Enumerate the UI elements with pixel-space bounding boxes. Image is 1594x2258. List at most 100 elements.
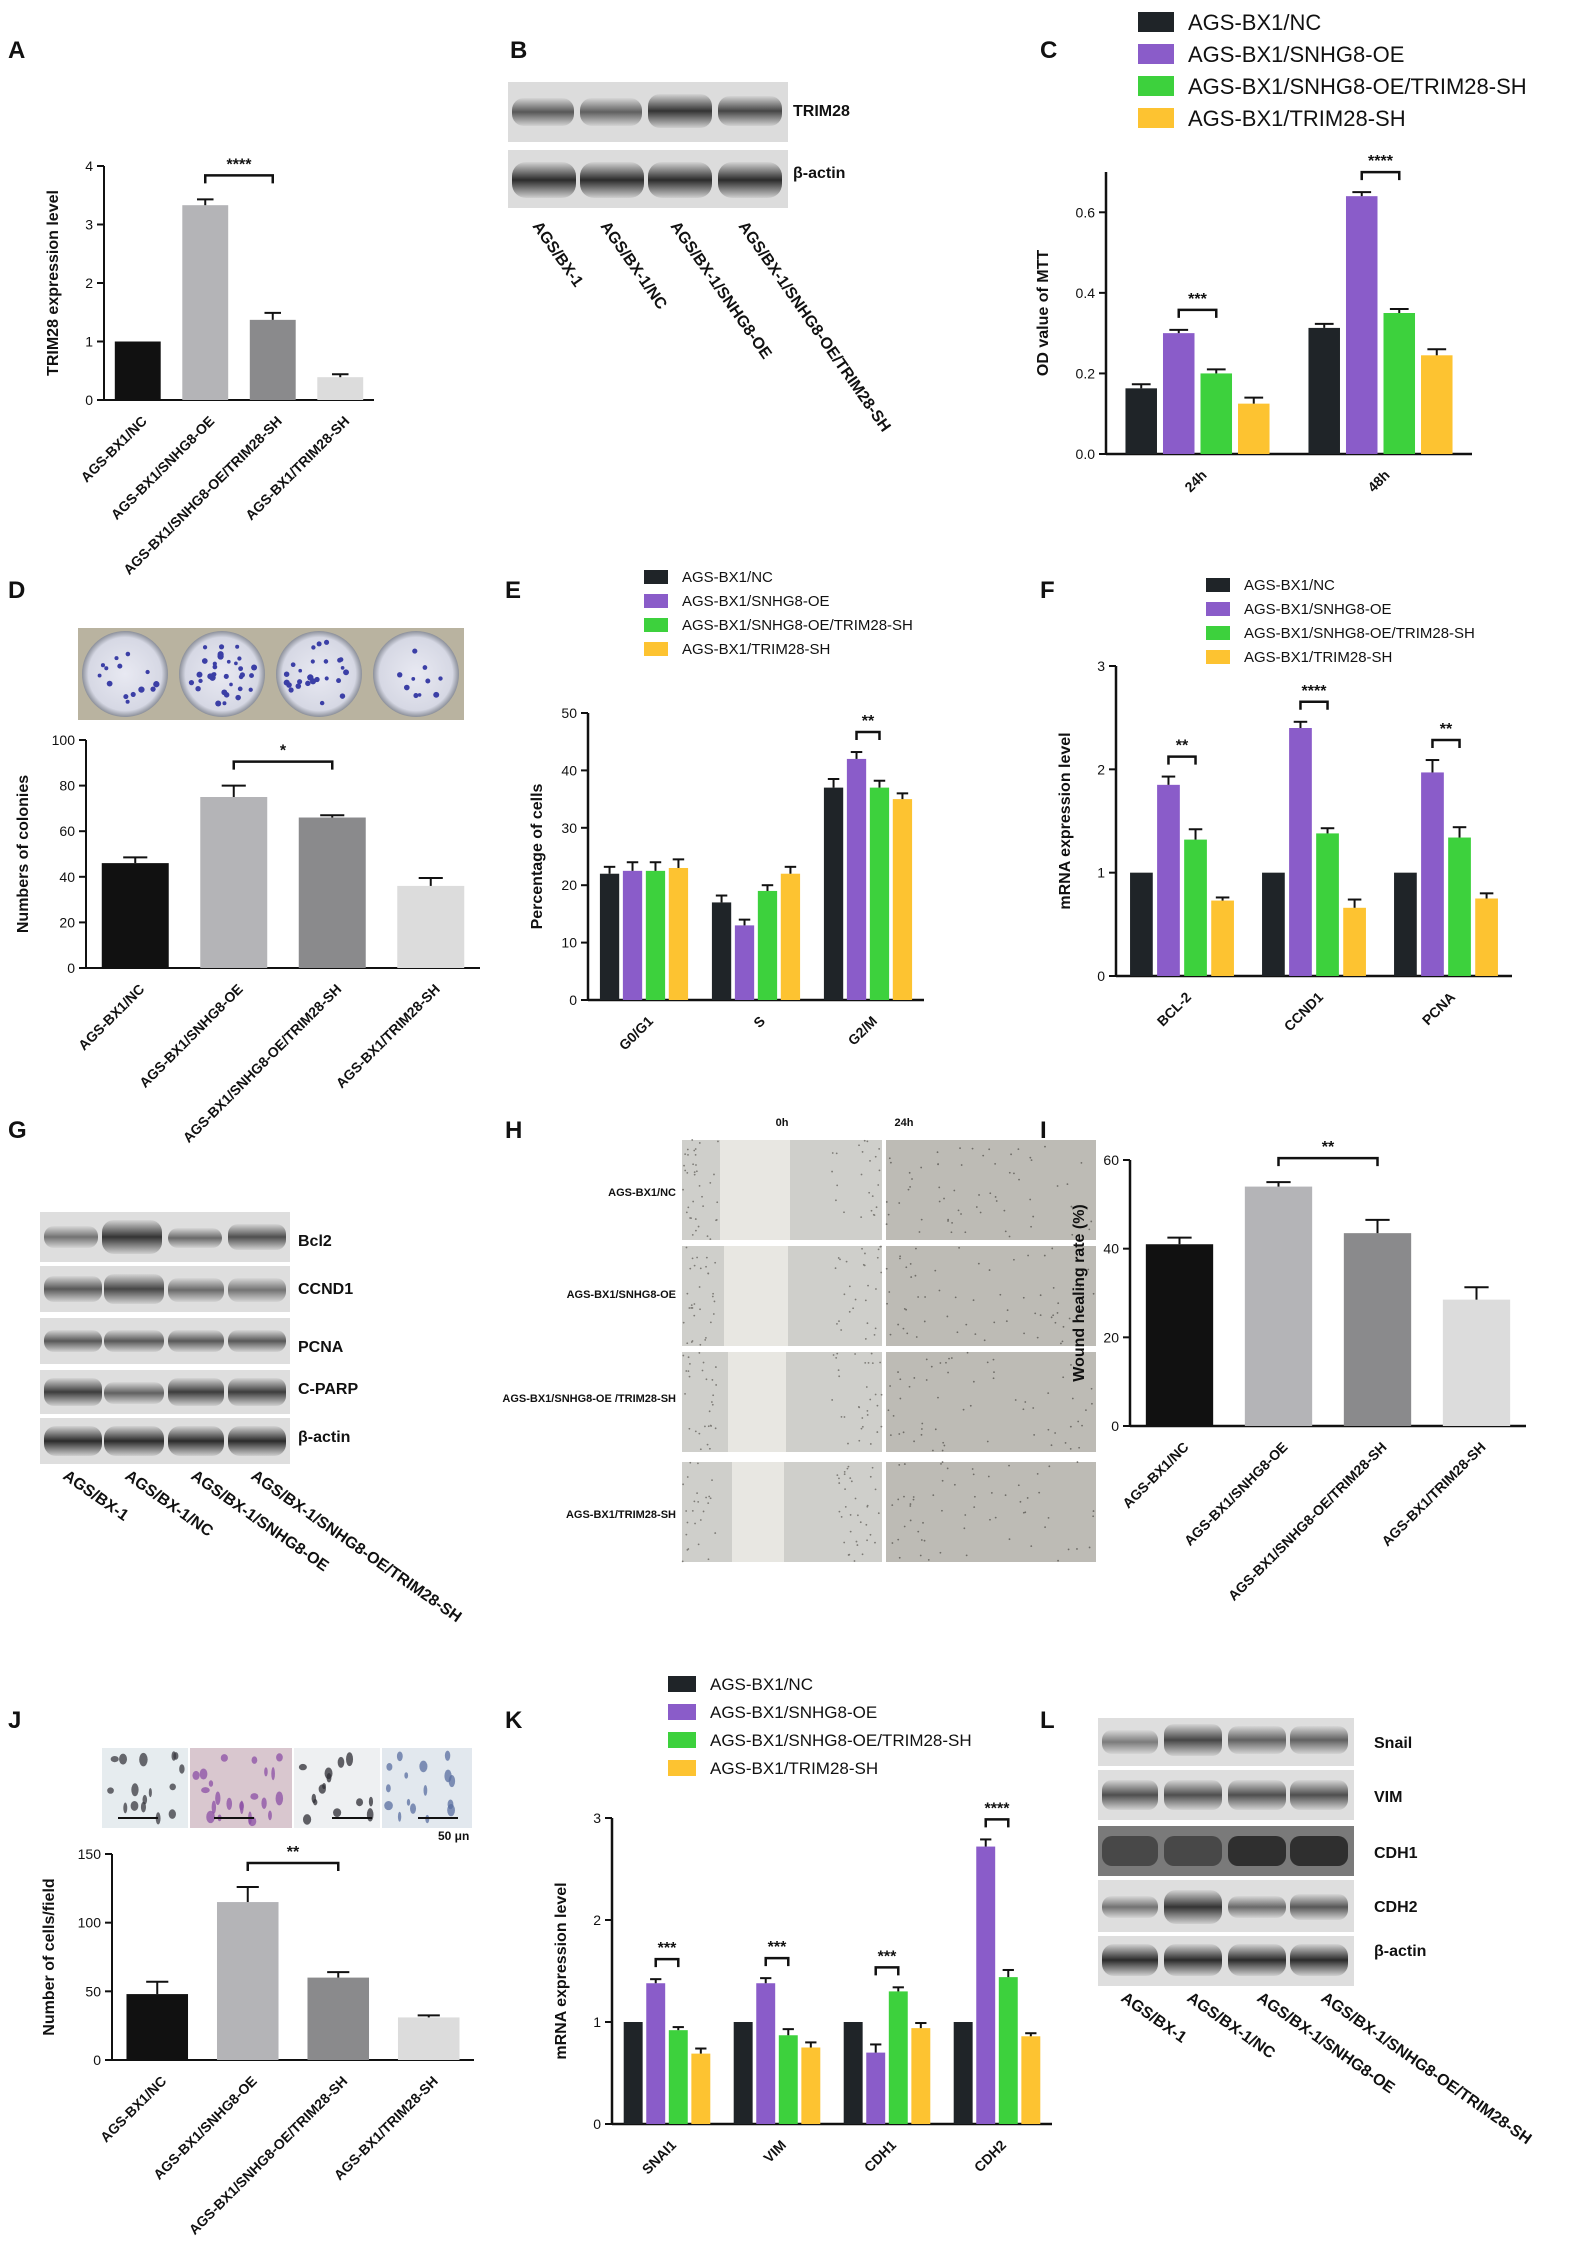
colony xyxy=(413,693,419,699)
cell-speck xyxy=(920,1428,923,1430)
bar xyxy=(1200,373,1233,454)
cell-speck xyxy=(965,1323,968,1326)
cell-speck xyxy=(686,1476,689,1478)
bar xyxy=(646,1983,666,2124)
colony xyxy=(338,657,344,662)
cell-speck xyxy=(975,1206,978,1208)
cell-speck xyxy=(840,1415,843,1418)
cell-speck xyxy=(698,1184,701,1187)
cell-speck xyxy=(837,1369,840,1371)
cell-speck xyxy=(1051,1247,1054,1250)
band xyxy=(44,1378,102,1406)
cell-speck xyxy=(1081,1424,1083,1427)
cell-speck xyxy=(707,1425,710,1428)
colony xyxy=(123,694,129,700)
cell-speck xyxy=(950,1357,953,1359)
cell-speck xyxy=(875,1288,877,1290)
cell-speck xyxy=(702,1361,705,1364)
colony xyxy=(222,701,227,706)
colony xyxy=(221,689,228,696)
band xyxy=(104,1274,164,1304)
cell-speck xyxy=(898,1433,901,1435)
cell-speck xyxy=(1088,1546,1091,1549)
legend-swatch xyxy=(668,1676,696,1692)
cell-speck xyxy=(941,1449,944,1452)
cell-speck xyxy=(897,1538,900,1541)
cell-speck xyxy=(888,1291,891,1293)
cell-speck xyxy=(689,1217,691,1219)
colony xyxy=(196,671,203,678)
cell-speck xyxy=(854,1497,857,1500)
blot-l: Snail VIM CDH1 CDH2 β-actin AGS/BX-1 AGS… xyxy=(1098,1718,1534,2148)
significance-bracket xyxy=(204,174,274,184)
bar xyxy=(397,885,465,968)
colony xyxy=(397,672,403,678)
cell-speck xyxy=(934,1269,937,1272)
cell-speck xyxy=(864,1361,867,1364)
cell-speck xyxy=(705,1378,708,1381)
cell-speck xyxy=(1038,1491,1041,1494)
cell-speck xyxy=(920,1218,923,1221)
cell-speck xyxy=(860,1427,863,1430)
cell-speck xyxy=(686,1342,689,1345)
significance-bracket xyxy=(1360,170,1401,181)
cell-speck xyxy=(867,1361,870,1364)
cell-speck xyxy=(1022,1296,1025,1299)
cell-speck xyxy=(1069,1447,1072,1450)
cell-speck xyxy=(878,1148,881,1150)
cell-speck xyxy=(903,1307,906,1310)
colony xyxy=(211,672,216,677)
y-tick-label: 0 xyxy=(1097,968,1105,984)
cell-speck xyxy=(688,1375,691,1378)
band xyxy=(580,162,644,198)
cell-speck xyxy=(897,1498,900,1501)
plate xyxy=(373,631,459,717)
band xyxy=(1164,1944,1222,1976)
cell-speck xyxy=(1069,1425,1072,1428)
legend-swatch xyxy=(1138,76,1174,96)
cell-speck xyxy=(880,1271,883,1274)
cell-speck xyxy=(1088,1228,1091,1231)
y-tick-label: 100 xyxy=(78,1915,102,1931)
cell-speck xyxy=(871,1362,874,1364)
cell-speck xyxy=(858,1144,860,1147)
bar xyxy=(1125,388,1157,454)
cell-speck xyxy=(714,1427,717,1430)
cell-speck xyxy=(831,1399,834,1401)
cell-speck xyxy=(843,1416,846,1418)
bar xyxy=(1394,872,1417,976)
cell-speck xyxy=(702,1510,705,1513)
cell-speck xyxy=(1017,1148,1020,1151)
y-tick-label: 20 xyxy=(561,877,577,893)
cell-speck xyxy=(877,1184,880,1186)
significance-label: *** xyxy=(768,1939,787,1956)
significance-bracket xyxy=(1167,755,1197,765)
cell-speck xyxy=(994,1196,997,1198)
band xyxy=(1228,1726,1286,1754)
colony xyxy=(438,676,443,681)
cell-speck xyxy=(1057,1559,1059,1562)
cell-speck xyxy=(1056,1312,1059,1314)
cell-speck xyxy=(986,1361,989,1364)
cell-speck xyxy=(1052,1286,1055,1289)
cell-speck xyxy=(869,1475,872,1478)
cell-speck xyxy=(1064,1442,1067,1444)
cell-speck xyxy=(843,1211,845,1214)
colony xyxy=(237,686,243,692)
panel-label-k: K xyxy=(505,1707,523,1734)
legend-swatch xyxy=(1138,108,1174,128)
cell-speck xyxy=(1018,1178,1020,1181)
cell-speck xyxy=(693,1500,696,1503)
cell xyxy=(396,1751,403,1762)
cell-speck xyxy=(849,1477,852,1480)
cell-speck xyxy=(843,1293,846,1296)
bar xyxy=(711,902,732,1000)
chart-k: 0 1 2 3 mRNA expression level SNAI1 VIM CDH1 CDH… xyxy=(553,1675,1052,2177)
cell-speck xyxy=(1050,1316,1053,1319)
panel-label-g: G xyxy=(8,1117,27,1144)
colony xyxy=(307,674,314,681)
cell-speck xyxy=(910,1276,913,1278)
cell-speck xyxy=(1070,1364,1072,1366)
cell-speck xyxy=(958,1246,961,1249)
